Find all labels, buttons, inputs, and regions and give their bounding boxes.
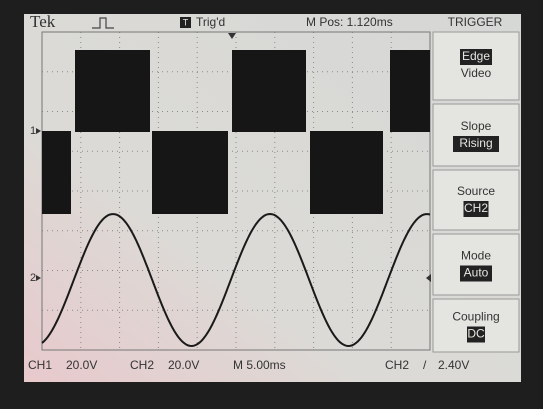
menu-button [432,169,520,231]
ch1-label: CH1 [28,358,52,372]
menu-label: Mode [461,249,491,263]
ch1-marker: 1 [30,125,36,137]
brand: Tek [30,12,56,31]
wave-segment [232,50,306,132]
menu-value: Rising [459,136,492,150]
wave-segment [310,131,383,214]
side-menu: Edge Video Slope Rising Source CH2 Mode Auto Cou… [432,31,520,353]
menu-label: Source [457,184,495,198]
ch1-trace [42,50,430,214]
ch2-label: CH2 [130,358,154,372]
position: M Pos: 1.120ms [306,15,393,29]
selection-box [460,265,492,282]
ch2-trace [41,212,431,348]
ch2-scale: 20.0V [168,358,199,372]
menu-label: Slope [461,119,492,133]
wave-segment [75,50,150,132]
trigger-level: 2.40V [438,358,469,372]
wave-segment [390,50,430,132]
menu-value: Video [461,66,492,80]
wave-segment [42,131,71,214]
selection-box [463,201,489,217]
menu-value: CH2 [464,201,488,215]
timebase: M 5.00ms [233,358,286,372]
trigger-icon: T [183,17,189,27]
trigger-source: CH2 [385,358,409,372]
menu-value: DC [467,327,485,341]
trigger-status: Trig'd [196,15,225,29]
menu-label: Coupling [452,310,499,324]
ch2-arrow [36,275,41,281]
wave-segment [152,131,228,214]
ch1-scale: 20.0V [66,358,97,372]
trigger-slope: / [423,358,427,372]
acq-icon [92,17,114,29]
trigger-position-marker [228,33,236,39]
trigger-level-marker [426,274,431,282]
menu-label: Edge [462,49,490,63]
ch2-marker: 2 [30,272,36,284]
selection-box [460,49,492,65]
menu-value: Auto [464,266,489,280]
ch1-arrow [36,128,41,134]
selection-box [453,136,499,152]
selection-box [467,326,485,343]
menu-button [432,298,520,353]
menu-button [432,103,520,167]
menu-button [432,233,520,296]
trigger-icon-box [180,17,191,28]
menu-button [432,31,520,101]
menu-title: TRIGGER [448,15,503,29]
